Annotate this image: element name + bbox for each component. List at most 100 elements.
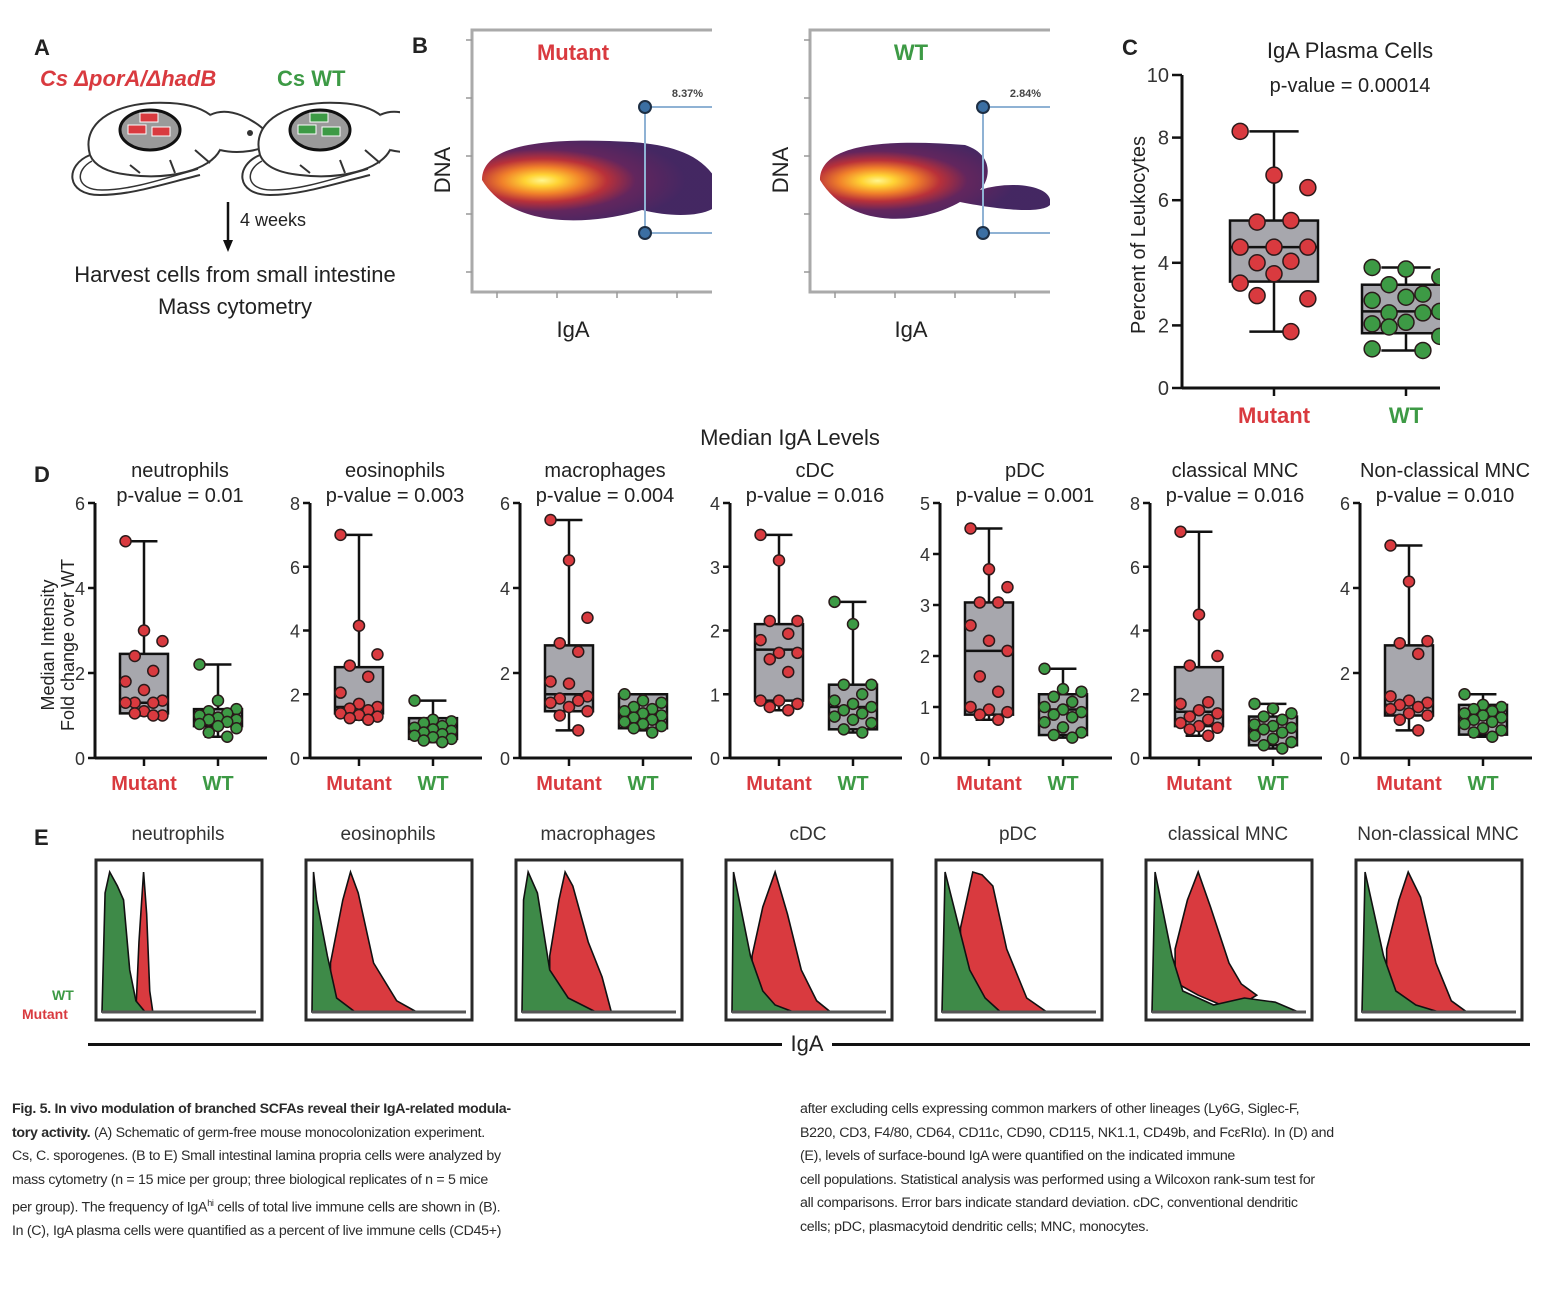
y-tick-label: 6 (1130, 558, 1140, 578)
x-axis-line-right (832, 1043, 1530, 1046)
mutant-data-point (791, 646, 804, 660)
gate-rectangle (644, 106, 712, 234)
wt-data-point (855, 726, 869, 739)
category-label-mutant: Mutant (746, 773, 812, 795)
wt-data-point (1458, 688, 1471, 701)
mutant-data-point (1174, 716, 1187, 730)
histogram-title: eosinophils (340, 824, 435, 845)
caption-column-1: Fig. 5. In vivo modulation of branched S… (12, 1098, 782, 1244)
wt-data-point (193, 717, 206, 731)
caption-bold: Fig. 5. In vivo modulation of branched S… (12, 1101, 511, 1117)
mutant-data-point (1192, 608, 1206, 621)
mutant-data-point (544, 675, 557, 688)
mutant-data-point (982, 634, 996, 647)
y-axis-label: Percent of Leukocytes (1128, 136, 1150, 334)
y-tick-label: 0 (75, 749, 85, 769)
caption-line: Cs, C. sporogenes. (B to E) Small intest… (12, 1148, 501, 1164)
density-cloud (482, 140, 712, 221)
wt-distribution (101, 869, 147, 1013)
flow-plot-mutant: 8.37% Mutant IgA DNA (430, 28, 712, 342)
y-tick-label: 3 (920, 596, 930, 616)
mutant-data-point (791, 614, 804, 628)
wt-data-point (1380, 318, 1398, 336)
histogram-classical-mnc: classical MNC (1144, 824, 1314, 1022)
mutant-data-point (544, 513, 557, 527)
wt-data-point (865, 700, 878, 714)
mouse-wt-icon (241, 101, 400, 197)
mutant-data-point (781, 627, 795, 640)
subplot-title: Non-classical MNC (1360, 460, 1530, 482)
wt-data-point (855, 707, 869, 720)
mutant-data-point (1192, 703, 1206, 717)
y-tick-label: 6 (1158, 190, 1169, 212)
y-tick-label: 0 (1340, 749, 1350, 769)
wt-data-point (1038, 700, 1051, 714)
wt-data-point (1285, 735, 1298, 749)
mutant-data-point (1001, 580, 1014, 594)
mutant-data-point (1384, 690, 1397, 703)
mutant-data-point (1384, 539, 1397, 552)
mutant-data-point (334, 686, 347, 699)
wt-data-point (846, 713, 860, 726)
wt-data-point (846, 617, 860, 631)
plot-title: WT (894, 40, 929, 65)
mutant-data-point (1231, 274, 1249, 292)
wt-data-point (1397, 288, 1415, 306)
wt-data-point (655, 719, 668, 733)
subplot-pvalue: p-value = 0.016 (1166, 485, 1304, 507)
mutant-data-point (1299, 238, 1317, 256)
mutant-data-point (1001, 644, 1014, 658)
category-label-wt: WT (202, 773, 233, 795)
wt-data-point (1047, 728, 1061, 742)
category-label-mutant: Mutant (111, 773, 177, 795)
wt-data-point (618, 715, 631, 729)
caption-line: B220, CD3, F4/80, CD64, CD11c, CD90, CD1… (800, 1124, 1334, 1141)
mutant-data-point (1231, 122, 1249, 141)
wt-data-point (211, 694, 225, 707)
y-tick-label: 4 (1340, 579, 1350, 599)
wt-distribution (521, 869, 597, 1013)
wt-data-point (1065, 695, 1079, 709)
mutant-data-point (137, 624, 151, 637)
wt-data-point (1257, 723, 1271, 736)
mutant-data-point (571, 694, 585, 707)
y-tick-label: 10 (1147, 65, 1169, 87)
mutant-data-point (1299, 290, 1317, 308)
wt-data-point (1363, 315, 1381, 333)
wt-data-point (1397, 260, 1415, 278)
subplot-title: macrophages (544, 460, 665, 482)
subplot-pvalue: p-value = 0.003 (326, 485, 464, 507)
y-tick-label: 6 (290, 558, 300, 578)
wt-data-point (627, 722, 641, 735)
subplot-neutrophils: neutrophils p-value = 0.01 0 2 4 6 Mutant WT (75, 460, 267, 795)
wt-data-point (435, 735, 449, 749)
duration-label: 4 weeks (240, 210, 307, 230)
mutant-data-point (964, 700, 977, 714)
caption-column-2: after excluding cells expressing common … (800, 1098, 1560, 1239)
wt-data-point (1075, 726, 1088, 739)
caption-line: tory activity. (A) Schematic of germ-fre… (12, 1124, 485, 1141)
histogram-title: macrophages (540, 824, 655, 845)
wt-data-point (1047, 708, 1061, 721)
y-tick-label: 4 (1130, 622, 1140, 642)
subplot-pvalue: p-value = 0.001 (956, 485, 1094, 507)
panel-e-xlabel: IgA (790, 1031, 824, 1056)
gate-percentage: 8.37% (672, 88, 703, 100)
mutant-data-point (1282, 322, 1300, 341)
mutant-data-point (991, 596, 1005, 609)
mass-cytometry-step-label: Mass cytometry (157, 294, 313, 319)
wt-data-point (865, 716, 878, 730)
wt-data-point (1467, 726, 1481, 739)
mutant-data-point (754, 528, 767, 542)
subplot-pvalue: p-value = 0.010 (1376, 485, 1514, 507)
mutant-data-point (1248, 254, 1266, 272)
mutant-data-point (772, 694, 786, 707)
arrow-down-icon (223, 202, 233, 252)
mutant-data-point (128, 649, 142, 663)
mutant-data-point (1299, 178, 1317, 197)
wt-strain-label: Cs WT (277, 66, 346, 91)
histogram-title: neutrophils (132, 824, 225, 845)
mutant-data-point (763, 614, 777, 628)
mutant-data-point (1265, 166, 1283, 184)
mutant-data-point (1248, 213, 1266, 231)
